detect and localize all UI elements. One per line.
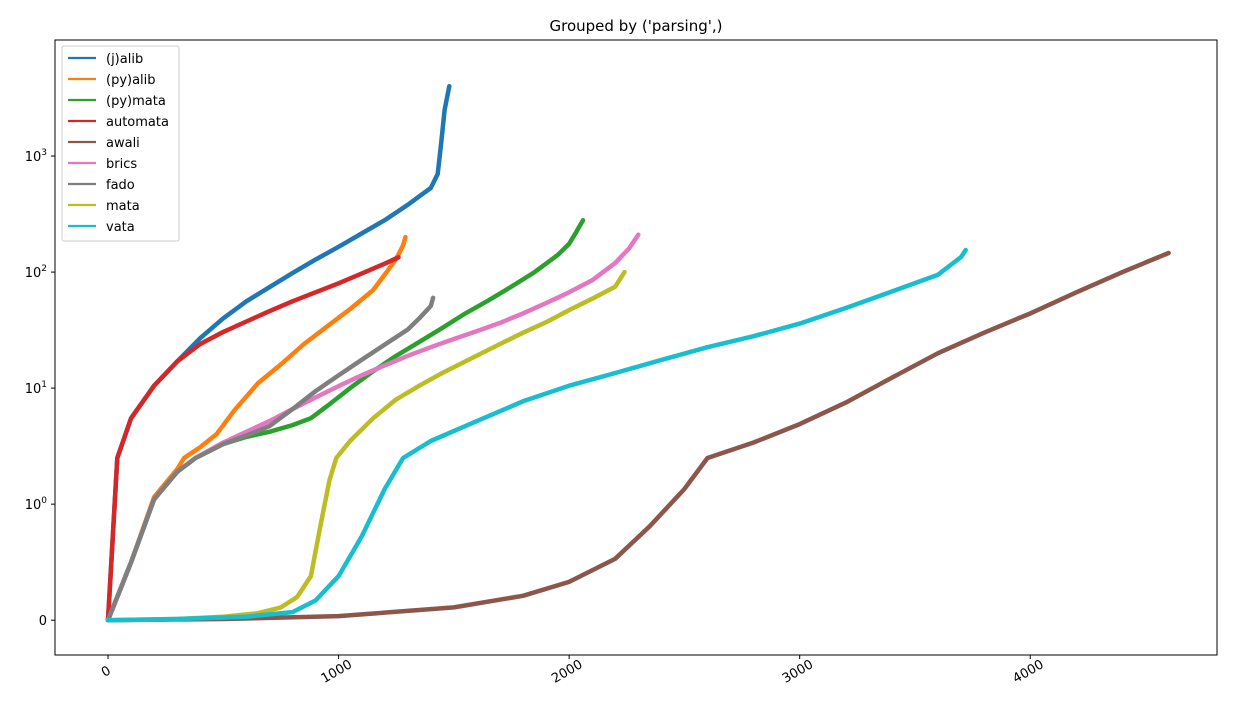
y-tick-label: 103 (25, 148, 47, 165)
series-line-7 (105, 269, 627, 623)
legend-label: (j)alib (106, 52, 143, 67)
y-tick-label: 0 (39, 614, 47, 629)
series-line-6 (105, 295, 436, 623)
chart-title: Grouped by ('parsing',) (550, 17, 723, 35)
series-line-8 (105, 247, 968, 623)
legend-label: (py)mata (106, 94, 166, 109)
y-tick-label: 100 (25, 496, 48, 513)
legend-label: fado (106, 178, 135, 193)
legend-label: mata (106, 199, 140, 214)
y-tick-label: 102 (25, 264, 47, 281)
y-axis: 0 100 101 102 103 (25, 148, 55, 629)
legend-label: automata (106, 115, 169, 130)
legend: (j)alib (py)alib (py)mata automata awali bric… (61, 45, 180, 242)
legend-box (61, 45, 180, 242)
series-line-3 (105, 255, 401, 623)
plot-frame (54, 39, 1218, 656)
legend-label: vata (106, 220, 135, 235)
y-tick-label: 101 (25, 380, 47, 397)
plot-lines (105, 83, 1171, 623)
series-line-4 (105, 250, 1171, 623)
legend-label: brics (106, 157, 137, 172)
legend-label: awali (106, 136, 140, 151)
legend-label: (py)alib (106, 73, 156, 88)
